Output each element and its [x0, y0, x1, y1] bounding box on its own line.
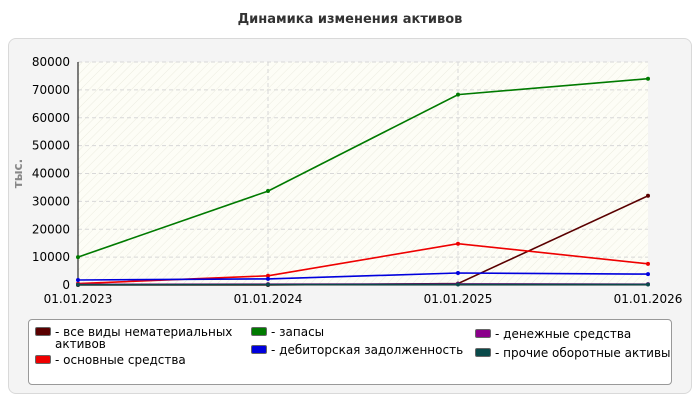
data-point [266, 189, 270, 194]
legend-item-intangible-assets: - все виды нематериальных активов [35, 326, 232, 350]
chart-title: Динамика изменения активов [237, 12, 463, 27]
legend-swatch [251, 345, 267, 354]
legend-label: - денежные средства [495, 327, 632, 341]
legend-label: - все виды нематериальных активов [55, 325, 233, 351]
legend-item-other-current-assets: - прочие оборотные активы [475, 347, 671, 359]
legend-swatch [35, 355, 51, 364]
y-axis-label: тыс. [11, 159, 25, 188]
data-point [76, 277, 80, 282]
grid-lines [78, 61, 648, 285]
series-line-2 [77, 77, 649, 258]
y-tick-label: 80000 [32, 55, 70, 69]
x-tick-label: 01.01.2023 [44, 292, 113, 306]
data-point [76, 255, 80, 260]
legend-swatch [251, 327, 267, 336]
y-tick-label: 70000 [32, 83, 70, 97]
data-point [646, 261, 650, 266]
data-point [456, 92, 460, 97]
y-tick-labels: 0 10000 20000 30000 40000 50000 60000 70000 8000… [32, 55, 70, 292]
legend-item-receivables: - дебиторская задолженность [251, 344, 463, 356]
data-point [456, 282, 460, 287]
series-lines [76, 76, 650, 287]
data-point [456, 271, 460, 276]
x-tick-label: 01.01.2025 [424, 292, 493, 306]
y-tick-label: 50000 [32, 139, 70, 153]
data-point [646, 193, 650, 198]
x-tick-labels: 01.01.2023 01.01.2024 01.01.2025 01.01.2026 [44, 292, 683, 306]
y-tick-label: 10000 [32, 250, 70, 264]
legend-item-cash: - денежные средства [475, 328, 631, 340]
legend-swatch [35, 327, 51, 336]
data-point [456, 241, 460, 246]
data-point [266, 273, 270, 278]
legend-label: - основные средства [55, 353, 186, 367]
data-point [76, 282, 80, 287]
legend: - все виды нематериальных активов - осно… [28, 319, 672, 385]
legend-label: - дебиторская задолженность [271, 343, 464, 357]
legend-label: - прочие оборотные активы [495, 346, 671, 360]
data-point [266, 276, 270, 281]
data-point [266, 282, 270, 287]
data-point [646, 272, 650, 277]
x-tick-label: 01.01.2024 [234, 292, 303, 306]
legend-item-fixed-assets: - основные средства [35, 354, 186, 366]
y-tick-label: 30000 [32, 194, 70, 208]
legend-label: - запасы [271, 325, 325, 339]
legend-item-inventory: - запасы [251, 326, 324, 338]
data-point [646, 282, 650, 287]
y-tick-label: 40000 [32, 167, 70, 181]
y-tick-label: 60000 [32, 111, 70, 125]
legend-swatch [475, 348, 491, 357]
x-tick-label: 01.01.2026 [614, 292, 683, 306]
legend-swatch [475, 329, 491, 338]
y-tick-label: 0 [62, 278, 70, 292]
series-line-3 [77, 272, 649, 281]
y-tick-label: 20000 [32, 222, 70, 236]
data-point [646, 76, 650, 81]
